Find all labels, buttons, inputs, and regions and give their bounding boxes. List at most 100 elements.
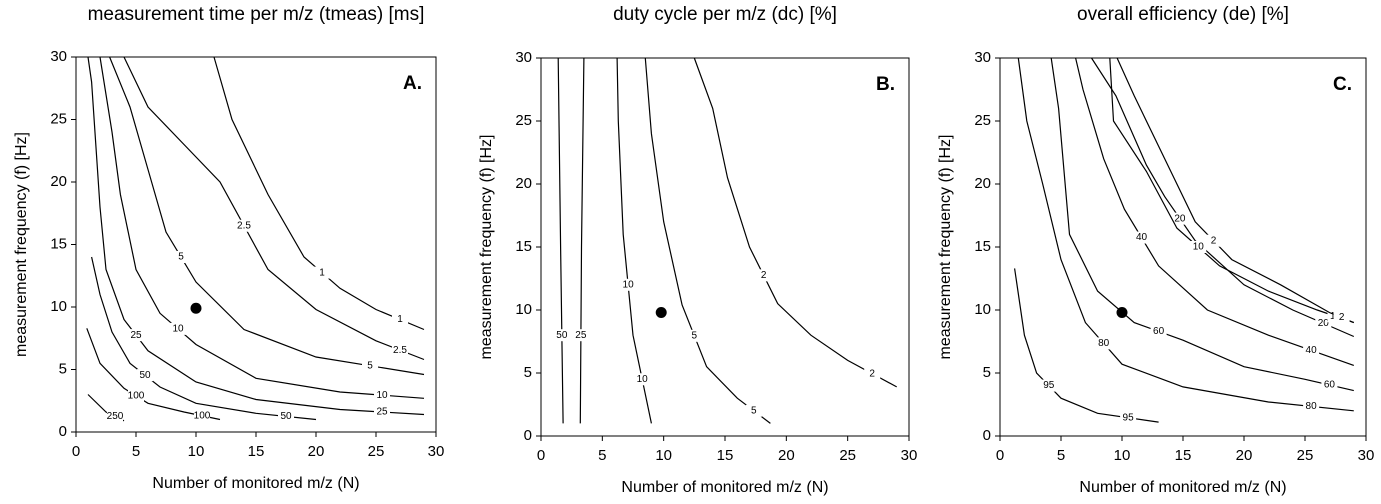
- contour-label-bg: [1303, 344, 1320, 357]
- contour-label: 5: [692, 330, 698, 341]
- y-axis-label: measurement frequency (f) [Hz]: [937, 135, 954, 360]
- contour-line: [1050, 57, 1354, 392]
- contour-label-bg: [1150, 325, 1167, 338]
- contour-label-bg: [392, 344, 408, 357]
- contour-label: 50: [556, 330, 568, 341]
- marker-point: [1116, 307, 1128, 319]
- contour-line: [644, 57, 771, 424]
- contour-line: [1090, 57, 1355, 338]
- contour-label-bg: [1040, 379, 1057, 392]
- contour-label-bg: [137, 369, 153, 382]
- contour-label-bg: [620, 278, 637, 291]
- contour-label: 20: [1318, 318, 1330, 329]
- y-tick-label: 25: [515, 112, 532, 129]
- contour-label: 100: [194, 410, 211, 421]
- contour-label-bg: [107, 410, 123, 423]
- contour-label-bg: [1315, 317, 1332, 330]
- x-tick-label: 5: [1057, 447, 1065, 464]
- contour-label: 1: [397, 314, 403, 325]
- x-tick-label: 15: [1175, 447, 1192, 464]
- y-tick-label: 0: [524, 427, 532, 444]
- x-tick-label: 30: [428, 443, 445, 460]
- contour-label: 2: [1211, 235, 1217, 246]
- contour-label: 250: [107, 411, 124, 422]
- contour-label-bg: [1333, 311, 1350, 324]
- y-tick-label: 10: [974, 301, 991, 318]
- contour-label: 2.5: [393, 345, 407, 356]
- y-tick-label: 15: [974, 238, 991, 255]
- contour-label-bg: [128, 329, 144, 342]
- contour-label: 50: [280, 411, 292, 422]
- contour-label: 2: [761, 270, 767, 281]
- plot-frame: [999, 57, 1367, 437]
- panel-label: C.: [1333, 74, 1352, 95]
- contour-label-bg: [1133, 231, 1150, 244]
- contour-label: 5: [178, 252, 184, 263]
- contour-label: 25: [376, 407, 388, 418]
- x-tick-label: 30: [901, 447, 918, 464]
- chart-title: duty cycle per m/z (dc) [%]: [613, 4, 837, 25]
- x-tick-label: 0: [72, 443, 80, 460]
- contour-label-bg: [170, 322, 186, 335]
- contour-label: 10: [623, 279, 635, 290]
- contour-line: [213, 56, 425, 331]
- contour-label-bg: [572, 329, 589, 342]
- y-axis-label: measurement frequency (f) [Hz]: [478, 135, 495, 360]
- x-tick-label: 25: [839, 447, 856, 464]
- y-tick-label: 15: [50, 235, 67, 252]
- contour-label: 10: [1193, 242, 1205, 253]
- contour-label-bg: [1321, 378, 1338, 391]
- x-tick-label: 20: [778, 447, 795, 464]
- x-tick-label: 15: [248, 443, 265, 460]
- panel-label: A.: [403, 73, 422, 94]
- contour-label-bg: [1205, 234, 1222, 247]
- y-tick-label: 5: [983, 364, 991, 381]
- x-tick-label: 0: [537, 447, 545, 464]
- panel-label: B.: [876, 74, 895, 95]
- x-tick-label: 10: [188, 443, 205, 460]
- x-axis-label: Number of monitored m/z (N): [152, 475, 359, 492]
- contour-label-bg: [1190, 241, 1207, 253]
- contour-label-bg: [634, 373, 651, 386]
- contour-label-bg: [1171, 212, 1188, 225]
- contour-label: 95: [1123, 412, 1135, 423]
- contour-label: 20: [1174, 213, 1186, 224]
- contour-label-bg: [194, 409, 210, 422]
- x-tick-label: 15: [717, 447, 734, 464]
- plot-frame: [540, 57, 910, 437]
- contour-line: [1017, 57, 1354, 412]
- contour-line: [1116, 57, 1355, 324]
- contour-label-bg: [362, 359, 378, 372]
- contour-label-bg: [553, 329, 570, 342]
- y-tick-label: 20: [515, 175, 532, 192]
- contour-line: [1014, 268, 1159, 423]
- x-tick-label: 25: [368, 443, 385, 460]
- panel: measurement time per m/z (tmeas) [ms] A. N…: [13, 4, 444, 492]
- contour-label-bg: [755, 269, 772, 282]
- x-tick-label: 20: [1236, 447, 1253, 464]
- contour-label-bg: [374, 389, 390, 402]
- y-tick-label: 20: [50, 173, 67, 190]
- y-tick-label: 0: [983, 427, 991, 444]
- contour-line: [557, 57, 564, 424]
- contour-label: 80: [1098, 338, 1110, 349]
- contour-label-bg: [314, 266, 330, 279]
- contour-line: [693, 57, 897, 388]
- contour-label-bg: [864, 367, 881, 380]
- marker-point: [190, 302, 202, 314]
- y-tick-label: 25: [50, 110, 67, 127]
- y-tick-label: 5: [524, 364, 532, 381]
- contour-line: [1075, 57, 1355, 366]
- y-tick-label: 30: [515, 49, 532, 66]
- y-tick-label: 10: [515, 301, 532, 318]
- contour-label: 5: [367, 360, 373, 371]
- contour-label-bg: [1095, 337, 1112, 350]
- contour-label: 25: [575, 330, 587, 341]
- plot-frame: [75, 56, 437, 433]
- contour-label-bg: [1303, 400, 1320, 413]
- y-tick-label: 30: [974, 49, 991, 66]
- contour-line: [579, 57, 585, 424]
- chart-title: measurement time per m/z (tmeas) [ms]: [88, 4, 425, 25]
- contour-line: [99, 56, 425, 399]
- contour-label-bg: [745, 404, 762, 417]
